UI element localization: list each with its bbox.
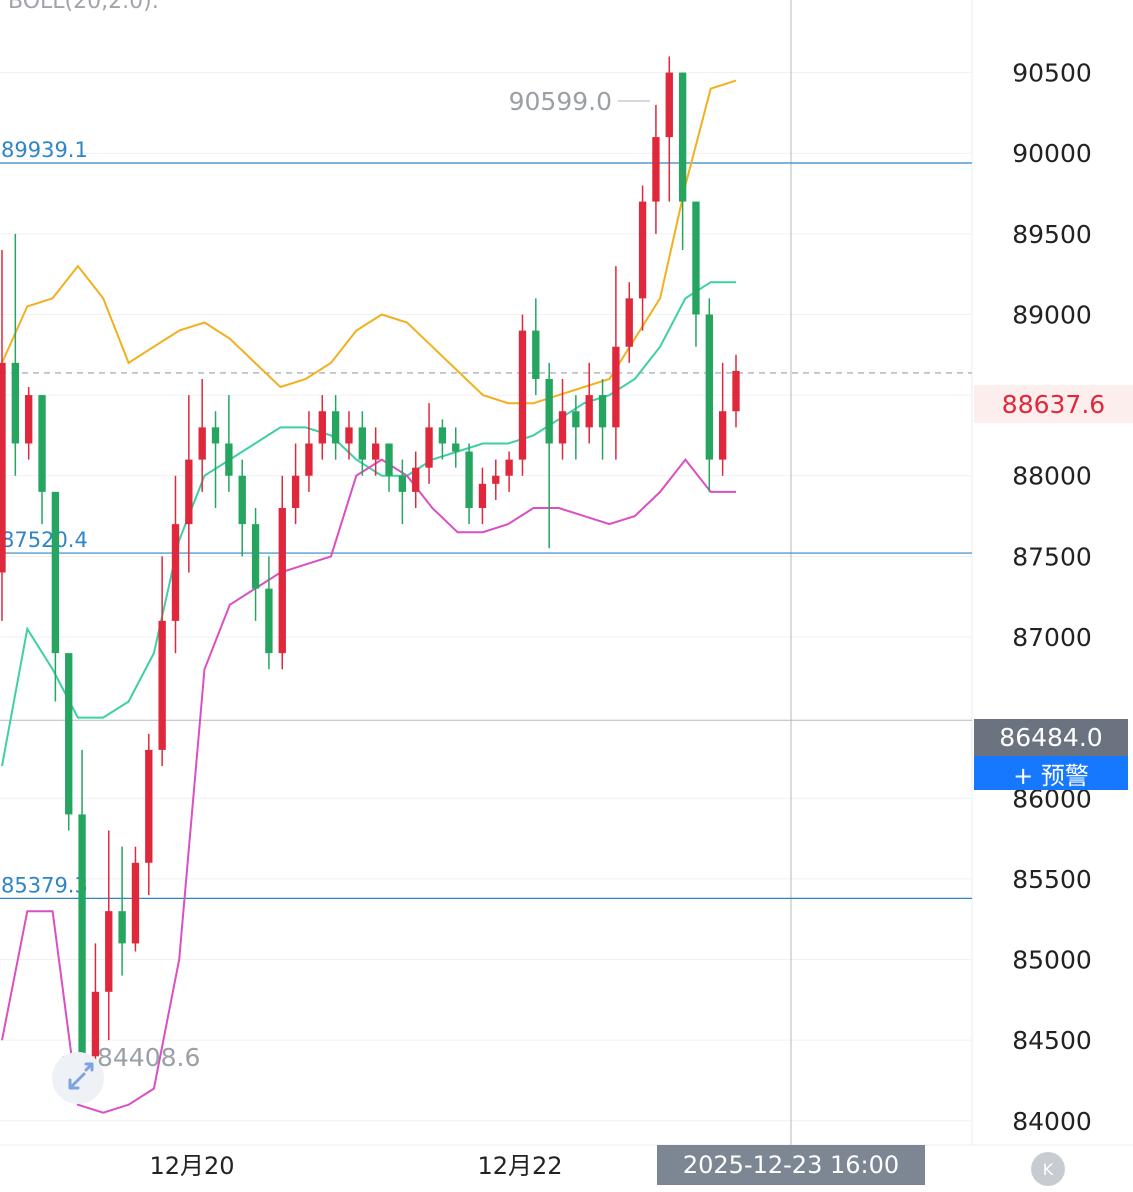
candle — [732, 354, 740, 428]
date-tick-label: 12月20 — [149, 1152, 234, 1180]
candle — [718, 362, 727, 476]
price-tick-label: 90500 — [1012, 59, 1092, 88]
last-price-tag: 88637.6 — [974, 385, 1133, 423]
candle — [358, 411, 366, 476]
candle — [291, 443, 300, 525]
candle — [558, 378, 567, 460]
collapse-icon[interactable]: K — [1031, 1152, 1065, 1186]
candle — [25, 387, 33, 460]
candle — [171, 475, 180, 654]
candle — [318, 395, 326, 460]
candle — [598, 378, 607, 460]
candle — [612, 266, 620, 460]
candle — [678, 72, 687, 250]
price-tick-label: 84000 — [1012, 1107, 1092, 1136]
drawn-horizontal-lines[interactable]: 89939.1 87520.4 85379.3 — [0, 138, 972, 899]
candle — [638, 185, 647, 331]
expand-arrows-icon[interactable] — [50, 1050, 106, 1106]
price-tick-label: 90000 — [1012, 139, 1092, 168]
candle — [412, 451, 420, 508]
low-price-label: 84408.6 — [97, 1043, 200, 1072]
candle — [225, 395, 233, 492]
horizontal-line-label: 85379.3 — [1, 873, 88, 897]
candle — [692, 201, 700, 347]
candle — [198, 378, 206, 492]
candle — [278, 475, 286, 670]
candle — [0, 249, 6, 621]
date-tick-label: 12月22 — [477, 1152, 562, 1180]
high-marker: 90599.0 — [509, 87, 650, 116]
candle — [398, 459, 407, 525]
high-price-label: 90599.0 — [509, 87, 612, 116]
price-axis: 9050090000895008900088500880008750087000… — [1012, 59, 1092, 1136]
price-tick-label: 85000 — [1012, 946, 1092, 975]
price-tick-label: 85500 — [1012, 865, 1092, 894]
candle — [518, 314, 527, 476]
candle — [532, 298, 540, 396]
candle — [118, 846, 126, 976]
candle — [331, 395, 340, 460]
candle — [158, 556, 166, 767]
middle-band-line — [1, 281, 736, 767]
date-axis: 12月20 12月22 — [149, 1152, 562, 1180]
candle — [251, 507, 260, 621]
candle — [78, 749, 86, 1057]
candle — [478, 467, 487, 525]
candle — [345, 411, 353, 460]
candle — [11, 233, 20, 476]
candles[interactable] — [0, 56, 740, 1073]
candle — [238, 459, 246, 557]
candle — [572, 395, 580, 460]
cursor-time-tag: 2025-12-23 16:00 — [657, 1145, 925, 1185]
cursor-price-tag: 86484.0 — [974, 719, 1128, 756]
candle — [38, 395, 46, 525]
price-grid — [0, 0, 1133, 1146]
price-tick-label: 89500 — [1012, 220, 1092, 249]
price-tick-label: 89000 — [1012, 300, 1092, 329]
candle — [438, 419, 447, 460]
price-tick-label: 88000 — [1012, 462, 1092, 491]
candle — [625, 282, 633, 363]
lower-band-line — [1, 457, 736, 1114]
candle — [505, 451, 513, 492]
candle — [91, 943, 100, 1073]
candle — [185, 395, 193, 573]
indicator-label: BOLL(20,2.0): — [8, 0, 159, 14]
candle — [145, 733, 153, 896]
candle — [652, 104, 660, 234]
horizontal-line-label: 89939.1 — [1, 138, 88, 162]
candle — [105, 830, 113, 1041]
horizontal-line-label: 87520.4 — [1, 528, 88, 552]
price-tick-label: 87500 — [1012, 542, 1092, 571]
candle — [585, 362, 593, 444]
price-tick-label: 87000 — [1012, 623, 1092, 652]
candle — [211, 411, 220, 508]
add-alert-button[interactable]: + 预警 — [974, 756, 1128, 790]
candle — [305, 411, 313, 492]
candle — [65, 653, 73, 831]
candle — [131, 846, 140, 952]
candle — [452, 427, 460, 468]
candle — [372, 427, 380, 476]
upper-band-line — [1, 79, 737, 405]
candle — [265, 556, 273, 670]
candle — [465, 443, 473, 525]
candle — [665, 56, 673, 202]
candle — [545, 362, 553, 549]
price-tick-label: 84500 — [1012, 1026, 1092, 1055]
candle — [385, 443, 393, 492]
candle — [705, 298, 713, 492]
candle — [51, 491, 60, 702]
candle — [492, 459, 500, 500]
candle — [425, 403, 433, 484]
